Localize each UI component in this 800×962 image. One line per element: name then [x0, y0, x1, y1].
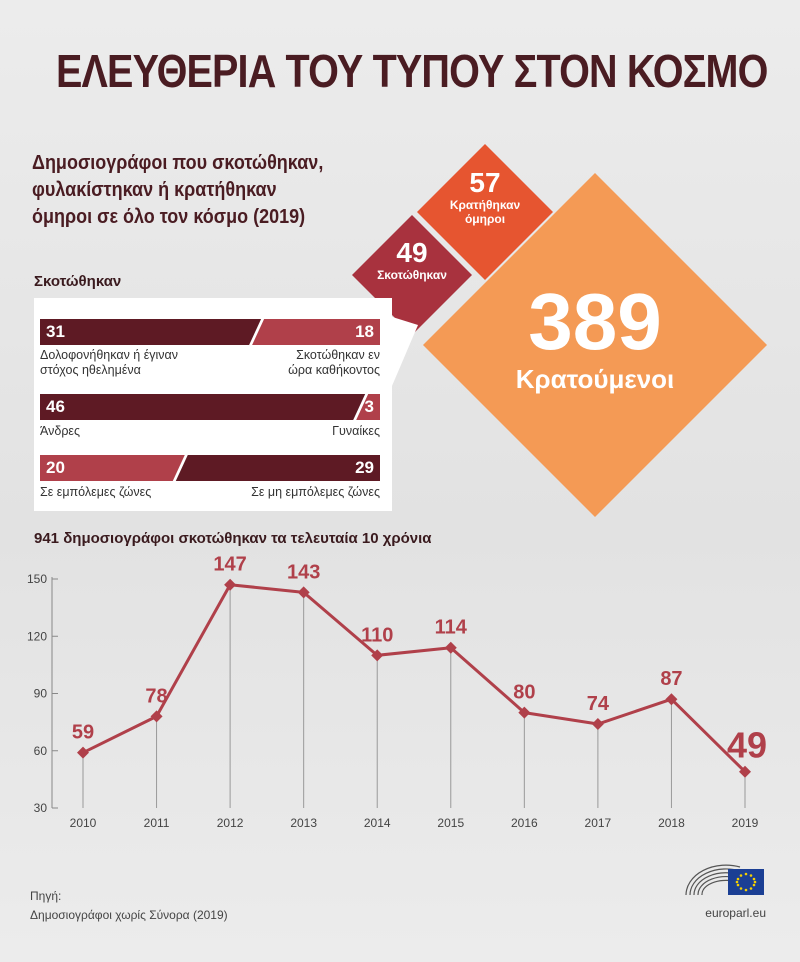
page-title: ΕΛΕΥΘΕΡΙΑ ΤΟΥ ΤΥΠΟΥ ΣΤΟΝ ΚΟΣΜΟ — [56, 45, 768, 97]
bar-motive-right — [252, 319, 380, 345]
subtitle-line-1: Δημοσιογράφοι που σκοτώθηκαν, — [32, 152, 324, 174]
detained-label: Κρατούμενοι — [515, 364, 675, 394]
bar-zones-left — [40, 455, 185, 481]
data-label-2017: 74 — [587, 693, 610, 715]
subtitle-line-3: όμηροι σε όλο τον κόσμο (2019) — [32, 206, 306, 228]
hostages-value: 57 — [469, 167, 501, 198]
caption-line: Σκοτώθηκαν εν — [296, 348, 380, 362]
hostages-diamond-text: 57 Κρατήθηκαν όμηροι — [425, 167, 545, 227]
parliament-logo-icon — [685, 864, 764, 896]
bar-zones-right — [175, 455, 380, 481]
detained-value: 389 — [528, 277, 662, 366]
bar-motive-left-value: 31 — [46, 322, 65, 341]
point-2012 — [224, 578, 237, 591]
data-label-2011: 78 — [145, 685, 167, 707]
killed-diamond-text: 49 Σκοτώθηκαν — [352, 237, 472, 283]
data-label-2015: 114 — [435, 617, 468, 639]
killed-label: Σκοτώθηκαν — [377, 268, 447, 282]
bar-gender-left — [40, 394, 366, 420]
killed-breakdown-panel: 31 18 Δολοφονήθηκαν ή έγιναν στόχος ηθελ… — [34, 298, 392, 511]
data-label-2013: 143 — [287, 561, 320, 583]
x-tick-label-2011: 2011 — [144, 816, 170, 830]
x-tick-label-2014: 2014 — [364, 816, 391, 830]
bar-gender-right — [356, 394, 380, 420]
subtitle-line-2: φυλακίστηκαν ή κρατήθηκαν — [32, 179, 277, 201]
caption-line: Δολοφονήθηκαν ή έγιναν — [40, 348, 179, 362]
point-2017 — [591, 718, 604, 731]
bar-gender-left-value: 46 — [46, 397, 65, 416]
detained-diamond-text: 389 Κρατούμενοι — [475, 277, 715, 395]
x-tick-label-2015: 2015 — [437, 816, 464, 830]
bar-row-motive: 31 18 — [40, 319, 380, 345]
source-text: Δημοσιογράφοι χωρίς Σύνορα (2019) — [30, 908, 228, 922]
series-line — [82, 583, 747, 773]
y-tick-label-90: 90 — [34, 687, 48, 701]
chart-title: 941 δημοσιογράφοι σκοτώθηκαν τα τελευταί… — [34, 530, 432, 547]
data-label-2012: 147 — [213, 554, 246, 576]
caption-line: στόχος ηθελημένα — [40, 363, 141, 377]
bar-row-gender: 46 3 — [40, 394, 380, 420]
x-tick-label-2019: 2019 — [732, 816, 759, 830]
x-tick-label-2017: 2017 — [585, 816, 612, 830]
killed-section-label: Σκοτώθηκαν — [34, 273, 122, 290]
diamonds-graphic — [352, 144, 767, 517]
bar-row-zones: 20 29 — [40, 455, 380, 481]
bar-zones-right-caption: Σε μη εμπόλεμες ζώνες — [251, 485, 380, 499]
bar-zones-left-caption: Σε εμπόλεμες ζώνες — [40, 485, 152, 499]
bar-zones-right-value: 29 — [355, 458, 374, 477]
bar-zones-left-value: 20 — [46, 458, 65, 477]
x-tick-label-2018: 2018 — [658, 816, 685, 830]
point-2013 — [297, 586, 310, 599]
data-label-2010: 59 — [72, 722, 94, 744]
data-label-2014: 110 — [361, 624, 393, 646]
bar-motive-left-caption: Δολοφονήθηκαν ή έγιναν στόχος ηθελημένα — [40, 348, 240, 378]
killed-value: 49 — [396, 237, 428, 268]
y-tick-label-60: 60 — [34, 744, 48, 758]
detained-diamond — [423, 173, 767, 517]
x-tick-label-2012: 2012 — [217, 816, 244, 830]
callout-pointer — [386, 315, 418, 400]
hostages-label-2: όμηροι — [464, 212, 506, 226]
subtitle: Δημοσιογράφοι που σκοτώθηκαν, φυλακίστηκ… — [32, 150, 338, 231]
bar-gender-left-caption: Άνδρες — [40, 424, 81, 438]
y-tick-label-120: 120 — [27, 629, 47, 643]
point-2014 — [371, 649, 384, 662]
bar-gender-right-value: 3 — [364, 397, 374, 416]
data-label-2016: 80 — [513, 682, 535, 704]
caption-line: ώρα καθήκοντος — [288, 363, 380, 377]
bar-motive-svg — [40, 319, 380, 345]
point-2011 — [150, 710, 163, 723]
hostages-diamond — [417, 144, 553, 280]
hostages-label-1: Κρατήθηκαν — [449, 198, 521, 212]
x-tick-label-2010: 2010 — [70, 816, 97, 830]
x-tick-label-2016: 2016 — [511, 816, 538, 830]
point-2019 — [739, 765, 751, 778]
bar-gender-svg — [40, 394, 380, 420]
bar-motive-left — [40, 319, 262, 345]
y-tick-label-150: 150 — [27, 572, 47, 586]
point-2016 — [518, 706, 531, 719]
bar-zones-svg — [40, 455, 380, 481]
bar-motive-right-caption: Σκοτώθηκαν εν ώρα καθήκοντος — [180, 348, 380, 378]
point-2018 — [665, 693, 678, 706]
data-label-2018: 87 — [660, 668, 682, 690]
data-label-2019: 49 — [727, 725, 767, 766]
x-tick-label-2013: 2013 — [290, 816, 317, 830]
bar-motive-right-value: 18 — [355, 322, 374, 341]
point-2010 — [77, 746, 89, 759]
y-tick-label-30: 30 — [34, 801, 48, 815]
bar-gender-right-caption: Γυναίκες — [332, 424, 380, 438]
point-2015 — [444, 641, 457, 654]
line-chart: 30 60 90 120 150 59 78 147 143 110 114 80 74 87 49 2010… — [27, 554, 767, 830]
source-label: Πηγή: — [30, 889, 62, 903]
site-url: europarl.eu — [705, 906, 766, 920]
